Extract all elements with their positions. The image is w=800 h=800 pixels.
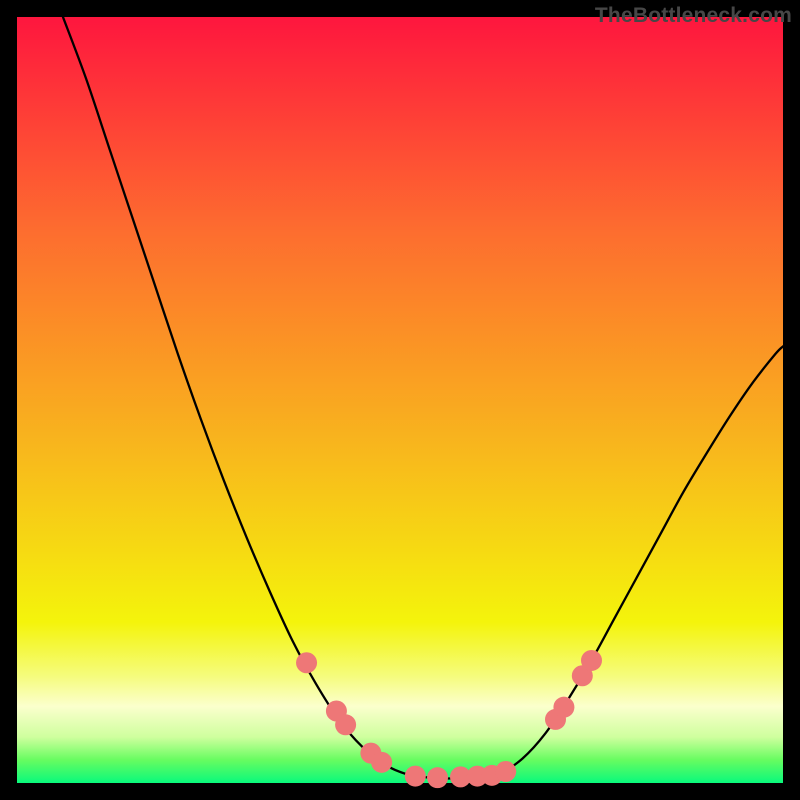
data-marker [427, 767, 448, 788]
chart-container: TheBottleneck.com [0, 0, 800, 800]
watermark-text: TheBottleneck.com [595, 4, 792, 28]
data-marker [371, 752, 392, 773]
data-marker [296, 652, 317, 673]
data-marker [553, 697, 574, 718]
data-marker [581, 650, 602, 671]
bottleneck-chart [0, 0, 800, 800]
data-marker [495, 761, 516, 782]
data-marker [335, 714, 356, 735]
data-marker [405, 766, 426, 787]
plot-background [17, 17, 783, 783]
